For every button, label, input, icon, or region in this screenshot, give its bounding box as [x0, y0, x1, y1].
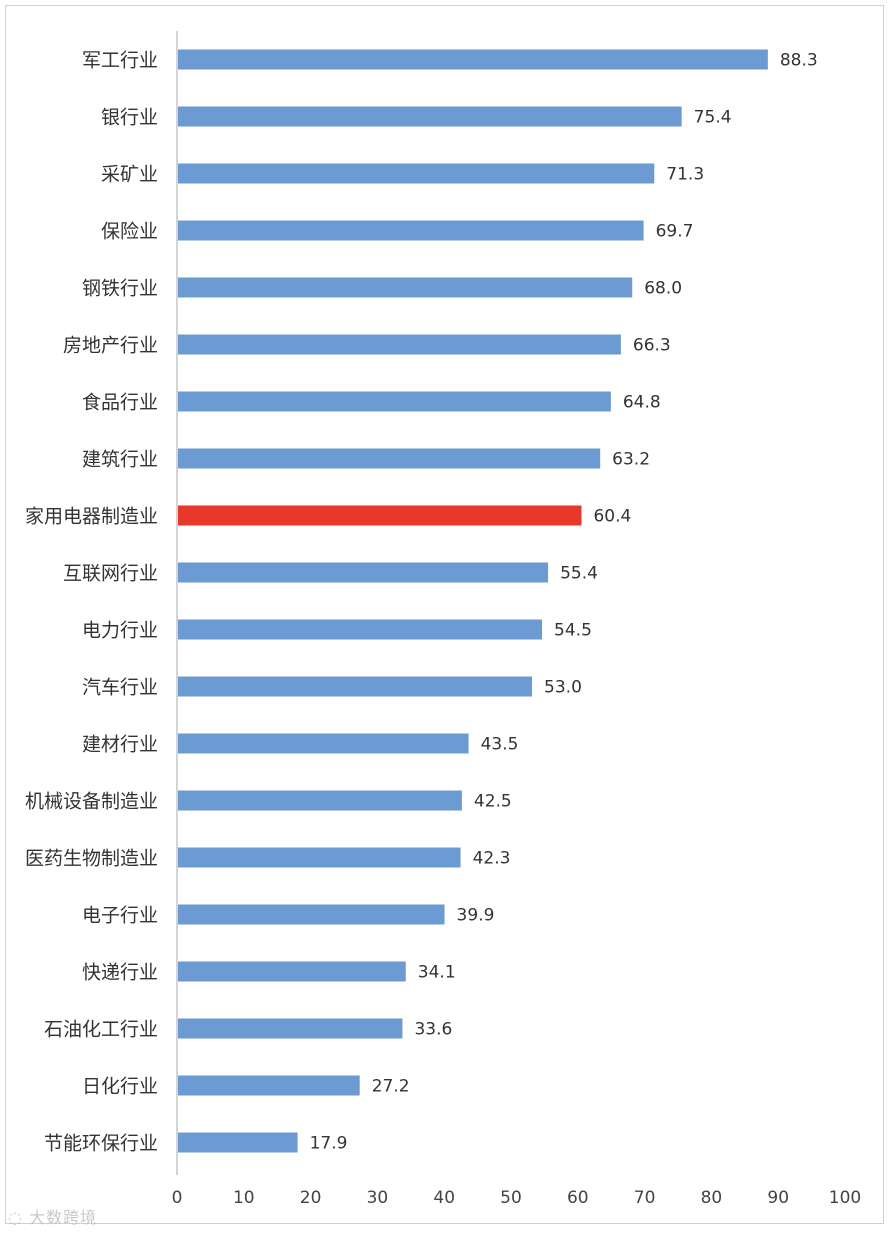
bar [178, 106, 682, 127]
category-label: 机械设备制造业 [25, 791, 158, 813]
watermark: ◌ 大数跨境 [8, 1204, 97, 1228]
bar [178, 1018, 403, 1039]
category-label: 保险业 [101, 221, 158, 243]
category-label: 建材行业 [82, 734, 158, 756]
category-label: 互联网行业 [63, 563, 158, 585]
value-label: 27.2 [372, 1077, 410, 1097]
value-label: 69.7 [656, 222, 694, 242]
category-label: 汽车行业 [82, 677, 158, 699]
x-tick-label: 70 [634, 1188, 656, 1208]
chart-frame [5, 5, 884, 1224]
value-label: 88.3 [780, 51, 818, 71]
value-label: 34.1 [418, 963, 456, 983]
value-label: 42.3 [473, 849, 511, 869]
category-label: 医药生物制造业 [25, 848, 158, 870]
value-label: 54.5 [554, 621, 592, 641]
value-label: 55.4 [560, 564, 598, 584]
value-label: 42.5 [474, 792, 512, 812]
x-tick-label: 20 [300, 1188, 322, 1208]
value-label: 43.5 [481, 735, 519, 755]
category-label: 电子行业 [82, 905, 158, 927]
x-tick-label: 50 [500, 1188, 522, 1208]
x-tick-label: 0 [172, 1188, 183, 1208]
bar [178, 847, 461, 868]
category-label: 电力行业 [82, 620, 158, 642]
bar [178, 1132, 298, 1153]
x-tick-label: 60 [567, 1188, 589, 1208]
bar [178, 733, 469, 754]
bar [178, 790, 462, 811]
speech-bubble-logo-icon: ◌ [8, 1208, 23, 1227]
value-label: 17.9 [310, 1134, 348, 1154]
category-label: 建筑行业 [82, 449, 158, 471]
bar [178, 676, 533, 697]
value-label: 71.3 [666, 165, 704, 185]
category-label: 节能环保行业 [44, 1133, 158, 1155]
x-tick-label: 90 [767, 1188, 789, 1208]
x-tick-label: 100 [829, 1188, 861, 1208]
value-label: 39.9 [457, 906, 495, 926]
x-tick-label: 40 [433, 1188, 455, 1208]
bar [178, 961, 406, 982]
category-label: 石油化工行业 [44, 1019, 158, 1041]
bar [178, 448, 601, 469]
bar [178, 619, 543, 640]
bar [178, 334, 621, 355]
category-label: 日化行业 [82, 1076, 158, 1098]
category-label: 军工行业 [82, 50, 158, 72]
bar [178, 562, 549, 583]
watermark-text: 大数跨境 [29, 1208, 98, 1227]
value-label: 63.2 [612, 450, 650, 470]
value-label: 68.0 [644, 279, 682, 299]
value-label: 64.8 [623, 393, 661, 413]
x-tick-label: 30 [367, 1188, 389, 1208]
value-label: 66.3 [633, 336, 671, 356]
category-label: 采矿业 [101, 164, 158, 186]
x-tick-label: 10 [233, 1188, 255, 1208]
value-label: 33.6 [414, 1020, 452, 1040]
category-label: 家用电器制造业 [25, 506, 158, 528]
bar [178, 220, 644, 241]
value-label: 53.0 [544, 678, 582, 698]
category-label: 食品行业 [82, 392, 158, 414]
bar-highlighted [178, 505, 582, 526]
bar [178, 277, 633, 298]
x-tick-label: 80 [701, 1188, 723, 1208]
bar [178, 49, 768, 70]
category-label: 钢铁行业 [82, 278, 158, 300]
bar [178, 1075, 360, 1096]
value-label: 75.4 [694, 108, 732, 128]
bar [178, 391, 611, 412]
value-label: 60.4 [593, 507, 631, 527]
category-label: 快递行业 [82, 962, 158, 984]
category-label: 房地产行业 [63, 335, 158, 357]
bar [178, 163, 655, 184]
bar [178, 904, 445, 925]
category-label: 银行业 [101, 107, 158, 129]
